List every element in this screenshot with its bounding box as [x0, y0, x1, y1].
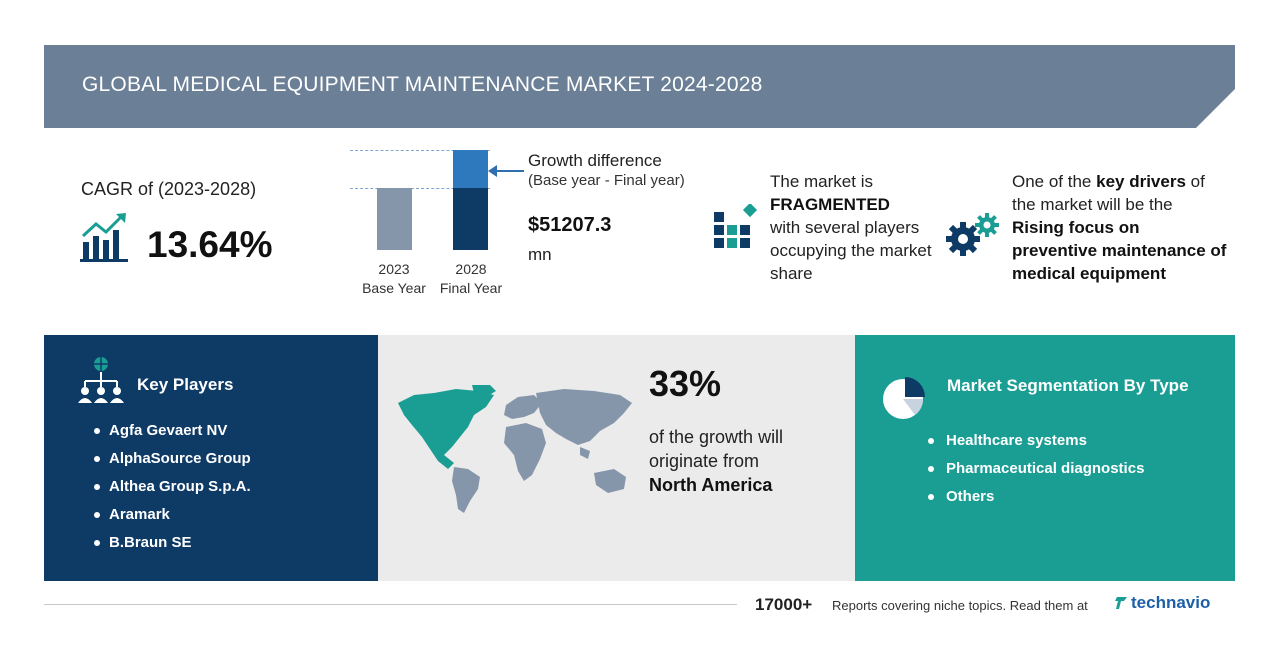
- cagr-value: 13.64%: [147, 224, 273, 265]
- driver-bold2: Rising focus on preventive maintenance o…: [1012, 218, 1227, 283]
- dashed-guide-top: [350, 150, 490, 151]
- list-item: Agfa Gevaert NV: [94, 421, 251, 449]
- gears-icon: [946, 213, 999, 256]
- region-share-text: of the growth will originate from North …: [649, 425, 839, 497]
- list-item: Pharmaceutical diagnostics: [928, 459, 1144, 487]
- arrow-left-icon: [488, 165, 497, 177]
- growth-title: Growth difference: [528, 151, 662, 170]
- bar-caption: Final Year: [439, 280, 503, 296]
- technavio-brand-link[interactable]: technavio: [1131, 593, 1211, 612]
- market-highlight: FRAGMENTED: [770, 195, 890, 214]
- key-players-title: Key Players: [137, 375, 234, 394]
- bar-year: 2023: [378, 261, 410, 277]
- segmentation-list: Healthcare systems Pharmaceutical diagno…: [928, 431, 1144, 515]
- technavio-logo-icon: [1115, 597, 1127, 609]
- bar-caption: Base Year: [362, 280, 426, 296]
- region-name: North America: [649, 475, 773, 495]
- arrow-line: [494, 170, 524, 172]
- bar-label-2023: 2023 Base Year: [354, 260, 434, 298]
- region-text: of the growth will originate from: [649, 427, 784, 471]
- fragmented-blocks-icon: [714, 204, 758, 248]
- driver-prefix1: One of the: [1012, 172, 1097, 191]
- driver-prefix2: of the market will be the: [1012, 172, 1205, 214]
- page-title: GLOBAL MEDICAL EQUIPMENT MAINTENANCE MAR…: [82, 73, 763, 96]
- key-players-panel: Key Players Agfa Gevaert NV AlphaSource …: [44, 335, 378, 581]
- growth-subtitle: (Base year - Final year): [528, 172, 685, 189]
- bar-label-2028: 2028 Final Year: [430, 260, 512, 298]
- footer-divider: [44, 604, 737, 605]
- region-panel: 33% of the growth will originate from No…: [378, 335, 855, 581]
- key-players-list: Agfa Gevaert NV AlphaSource Group Althea…: [94, 421, 251, 561]
- growth-value: $51207.3: [528, 214, 612, 236]
- list-item: Aramark: [94, 505, 251, 533]
- footer-text: Reports covering niche topics. Read them…: [832, 598, 1088, 613]
- stats-row: CAGR of (2023-2028) 13.64% 2023 Base Yea…: [44, 128, 1235, 335]
- bar-2028-top: [453, 150, 488, 188]
- market-fragmented-text: The market is FRAGMENTED with several pl…: [770, 170, 940, 285]
- bar-year: 2028: [455, 261, 487, 277]
- bar-2023: [377, 188, 412, 250]
- growth-chart-icon: [80, 213, 128, 262]
- list-item: AlphaSource Group: [94, 449, 251, 477]
- segmentation-title: Market Segmentation By Type: [947, 376, 1189, 395]
- world-map: [398, 385, 632, 513]
- market-line2: with several players occupying the marke…: [770, 218, 932, 283]
- growth-unit: mn: [528, 245, 552, 264]
- cagr-label: CAGR of (2023-2028): [81, 179, 257, 199]
- bar-2028-base: [453, 188, 488, 250]
- driver-bold1: key drivers: [1096, 172, 1186, 191]
- market-line1: The market is: [770, 172, 873, 191]
- list-item: B.Braun SE: [94, 533, 251, 561]
- segmentation-panel: Market Segmentation By Type Healthcare s…: [855, 335, 1235, 581]
- region-share-percent: 33%: [649, 363, 722, 404]
- list-item: Healthcare systems: [928, 431, 1144, 459]
- network-people-icon: [78, 357, 124, 403]
- header-corner-cut: [1193, 89, 1235, 128]
- list-item: Althea Group S.p.A.: [94, 477, 251, 505]
- list-item: Others: [928, 487, 1144, 515]
- pie-chart-icon: [883, 377, 925, 419]
- footer-report-count: 17000+: [755, 595, 813, 614]
- dashed-guide-base: [350, 188, 490, 189]
- header-banner: GLOBAL MEDICAL EQUIPMENT MAINTENANCE MAR…: [44, 45, 1235, 128]
- key-driver-text: One of the key drivers of the market wil…: [1012, 170, 1227, 285]
